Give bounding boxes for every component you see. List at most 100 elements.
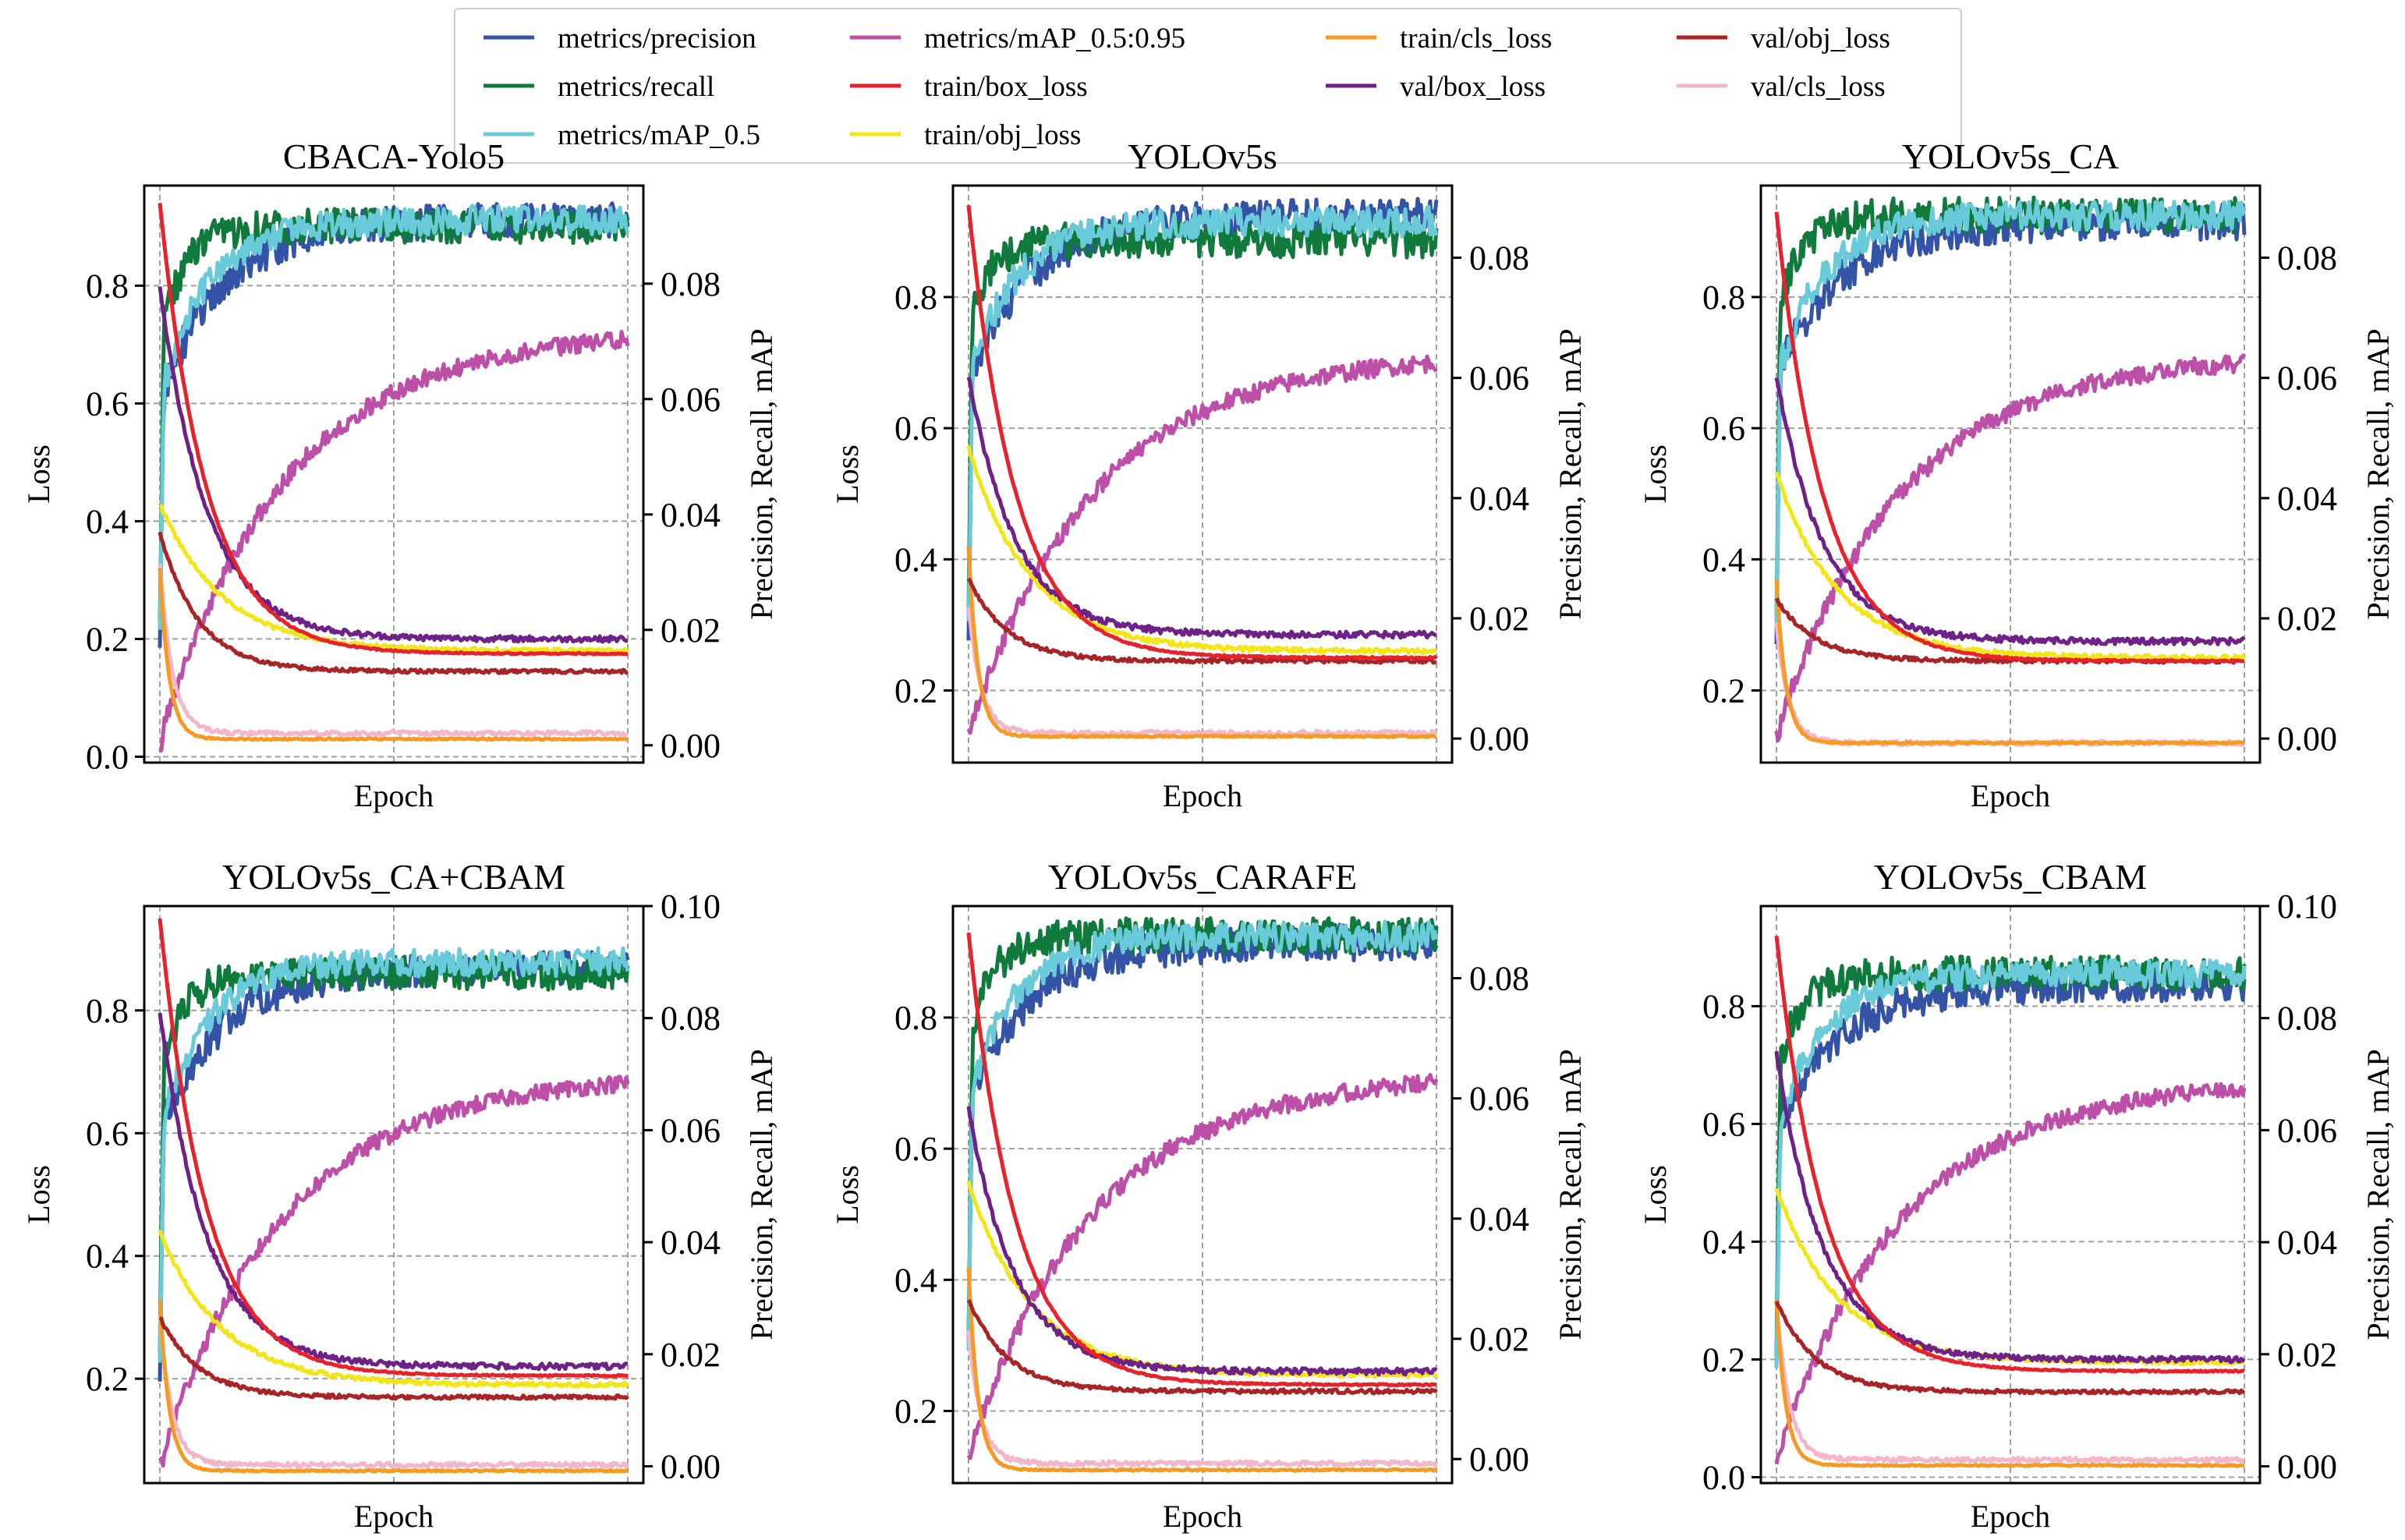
y2-tick-label: 0.08 [1469, 239, 1529, 278]
y-tick-label: 0.6 [86, 384, 129, 423]
y-tick-label: 0.2 [86, 620, 129, 658]
y-tick-label: 0.4 [1702, 540, 1745, 579]
plot-frame [1759, 184, 2262, 764]
y-axis-label: Loss [1638, 444, 1673, 504]
legend-label-val-obj-loss: val/obj_loss [1751, 23, 1890, 55]
plot-frame [143, 184, 645, 764]
legend-label-metrics-precision: metrics/precision [558, 23, 756, 55]
series-metrics-map-0-5 [1774, 958, 2247, 1368]
y2-tick-label: 0.00 [2277, 1447, 2337, 1485]
series-val-box-loss [966, 1106, 1438, 1377]
legend-label-metrics-recall: metrics/recall [558, 71, 714, 103]
y2-tick-label: 0.08 [661, 265, 721, 303]
y2-tick-label: 0.02 [1469, 600, 1529, 638]
series-metrics-map-0-5 [1774, 199, 2247, 625]
y2-tick-label: 0.08 [2277, 239, 2337, 278]
y-tick-label: 0.6 [894, 1130, 937, 1168]
y-tick-label: 0.2 [894, 672, 937, 710]
series-val-obj-loss [1774, 1301, 2246, 1396]
y2-tick-label: 0.10 [661, 887, 721, 926]
legend-entry-train-box-loss: train/box_loss [850, 71, 1088, 103]
y-tick-label: 0.6 [894, 409, 937, 448]
y2-tick-label: 0.06 [661, 381, 721, 419]
y-axis-label: Loss [21, 1165, 56, 1224]
y-axis-label: Loss [830, 1165, 865, 1224]
y-tick-label: 0.4 [86, 1237, 129, 1276]
panel-yolov5s-cbam: 0.0 0.2 0.4 0.6 0.8 0.00 0.02 0.04 0.06 0.08 0.10 Y… [1638, 857, 2396, 1534]
y-tick-label: 0.2 [1702, 1340, 1745, 1379]
y-tick-label: 0.0 [1702, 1458, 1745, 1496]
series-metrics-map-0-5-0-95 [158, 329, 630, 753]
series-val-box-loss [1774, 377, 2246, 646]
plot-frame [951, 184, 1454, 764]
series-metrics-precision [158, 949, 630, 1382]
panel-title: YOLOv5s_CARAFE [1048, 857, 1357, 897]
series-train-box-loss [966, 932, 1437, 1388]
series-val-box-loss [158, 1012, 629, 1372]
panel-title: YOLOv5s_CBAM [1874, 857, 2147, 897]
y-tick-label: 0.6 [86, 1114, 129, 1152]
series-train-cls-loss [158, 568, 629, 742]
series-metrics-map-0-5 [158, 204, 630, 630]
y2-tick-label: 0.00 [661, 727, 721, 765]
panel-yolov5s: 0.2 0.4 0.6 0.8 0.00 0.02 0.04 0.06 0.08 YOLOv5s E… [830, 136, 1588, 813]
y-tick-label: 0.8 [894, 278, 937, 317]
y-tick-label: 0.2 [1702, 672, 1745, 710]
y2-tick-label: 0.06 [1469, 359, 1529, 398]
series-val-obj-loss [966, 1299, 1438, 1396]
series-metrics-recall [966, 916, 1439, 1344]
legend-label-val-box-loss: val/box_loss [1400, 71, 1546, 103]
series-train-box-loss [1774, 211, 2245, 664]
series-metrics-map-0-5-0-95 [966, 354, 1438, 735]
panel-yolov5s-carafe: 0.2 0.4 0.6 0.8 0.00 0.02 0.04 0.06 0.08 YOLOv5s_… [830, 857, 1588, 1534]
y-tick-label: 0.8 [86, 267, 129, 305]
y2-axis-label: Precision, Recall, mAP [2361, 328, 2396, 619]
y2-tick-label: 0.06 [661, 1111, 721, 1149]
plot-frame [951, 905, 1454, 1485]
legend-entry-metrics-map-0-5: metrics/mAP_0.5 [483, 119, 760, 151]
series-metrics-map-0-5-0-95 [1774, 1082, 2247, 1465]
y2-tick-label: 0.08 [661, 1000, 721, 1038]
legend-entry-train-cls-loss: train/cls_loss [1326, 23, 1552, 55]
y2-tick-label: 0.06 [1469, 1080, 1529, 1118]
panel-title: YOLOv5s_CA+CBAM [222, 857, 565, 897]
series-train-box-loss [158, 918, 629, 1379]
y-axis-label: Loss [830, 444, 865, 504]
series-train-box-loss [158, 203, 629, 657]
y-axis-label: Loss [1638, 1165, 1673, 1224]
y2-tick-label: 0.00 [1469, 720, 1529, 758]
series-train-cls-loss [1774, 1299, 2245, 1468]
legend-label-train-cls-loss: train/cls_loss [1400, 23, 1552, 55]
y2-axis-label: Precision, Recall, mAP [744, 1049, 779, 1340]
series-val-obj-loss [158, 531, 629, 675]
y2-tick-label: 0.08 [1469, 960, 1529, 998]
plot-frame [143, 905, 645, 1485]
series-train-box-loss [1774, 936, 2245, 1374]
series-metrics-precision [1774, 965, 2247, 1355]
y2-axis-label: Precision, Recall, mAP [1553, 328, 1588, 619]
series-metrics-recall [1774, 954, 2247, 1362]
y-tick-label: 0.4 [1702, 1223, 1745, 1261]
series-val-box-loss [1774, 1050, 2246, 1365]
y2-axis-label: Precision, Recall, mAP [2361, 1049, 2396, 1340]
y2-axis-label: Precision, Recall, mAP [1553, 1049, 1588, 1340]
panel-yolov5s-ca-cbam: 0.2 0.4 0.6 0.8 0.00 0.02 0.04 0.06 0.08 0.10 YOLO… [21, 857, 779, 1534]
series-metrics-map-0-5-0-95 [1774, 352, 2247, 743]
series-val-cls-loss [158, 563, 629, 738]
legend-entry-val-obj-loss: val/obj_loss [1677, 23, 1890, 55]
panel-title: YOLOv5s_CA [1902, 136, 2120, 176]
series-metrics-map-0-5 [158, 946, 630, 1363]
series-train-cls-loss [966, 1267, 1437, 1473]
x-axis-label: Epoch [1971, 778, 2050, 813]
y2-tick-label: 0.06 [2277, 359, 2337, 398]
series-train-cls-loss [1774, 579, 2245, 746]
legend-label-val-cls-loss: val/cls_loss [1751, 71, 1886, 103]
series-metrics-map-0-5 [966, 919, 1439, 1351]
y2-axis-label: Precision, Recall, mAP [744, 328, 779, 619]
series-metrics-recall [158, 207, 630, 621]
y-tick-label: 0.8 [1702, 987, 1745, 1025]
legend-entry-val-box-loss: val/box_loss [1326, 71, 1546, 103]
x-axis-label: Epoch [354, 778, 434, 813]
panel-title: CBACA-Yolo5 [283, 136, 505, 176]
